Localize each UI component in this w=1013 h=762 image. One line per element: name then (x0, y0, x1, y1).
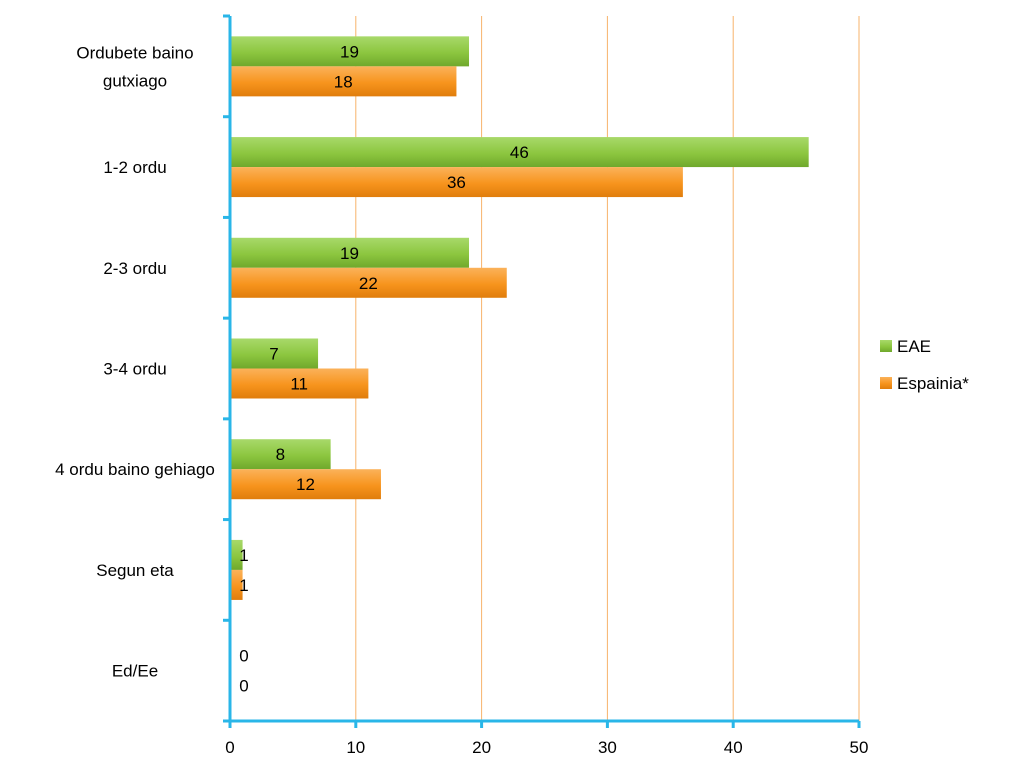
category-label: Segun eta (96, 561, 174, 580)
category-label: 1-2 ordu (103, 158, 166, 177)
bar-espainia (230, 167, 683, 198)
data-label: 1 (239, 576, 248, 595)
bar-eae (230, 137, 809, 168)
category-label: Ed/Ee (112, 662, 158, 681)
legend-label: EAE (897, 337, 931, 356)
bar-eae (230, 338, 319, 369)
data-label: 0 (239, 677, 248, 696)
data-label: 7 (269, 345, 278, 364)
category-label: 4 ordu baino gehiago (55, 460, 215, 479)
x-tick-label: 40 (724, 738, 743, 757)
bars (230, 36, 809, 600)
category-label: 2-3 ordu (103, 259, 166, 278)
axes (223, 14, 861, 728)
bar-espainia (230, 368, 369, 399)
category-label: 3-4 ordu (103, 360, 166, 379)
data-label: 19 (340, 42, 359, 61)
x-tick-label: 0 (225, 738, 234, 757)
legend: EAE Espainia* (880, 337, 969, 393)
bar-eae (230, 539, 243, 570)
bar-espainia (230, 569, 243, 600)
data-label: 1 (239, 546, 248, 565)
legend-swatch (880, 377, 892, 389)
data-label: 22 (359, 274, 378, 293)
data-label: 46 (510, 143, 529, 162)
bar-eae (230, 36, 470, 67)
bar-espainia (230, 469, 381, 500)
bar-eae (230, 237, 470, 268)
bar-espainia (230, 66, 457, 97)
data-label: 8 (276, 445, 285, 464)
data-label: 36 (447, 173, 466, 192)
category-label: gutxiago (103, 71, 167, 90)
data-label: 0 (239, 647, 248, 666)
x-tick-label: 50 (850, 738, 869, 757)
x-tick-label: 10 (346, 738, 365, 757)
category-label: Ordubete baino (76, 43, 193, 62)
data-label: 18 (334, 72, 353, 91)
data-label: 11 (290, 375, 308, 394)
x-tick-label: 20 (472, 738, 491, 757)
data-label: 12 (296, 475, 315, 494)
grid-lines (355, 16, 860, 721)
legend-swatch (880, 340, 892, 352)
bar-espainia (230, 267, 507, 298)
legend-label: Espainia* (897, 374, 969, 393)
bar-eae (230, 439, 331, 470)
x-tick-label: 30 (598, 738, 617, 757)
data-label: 19 (340, 244, 359, 263)
